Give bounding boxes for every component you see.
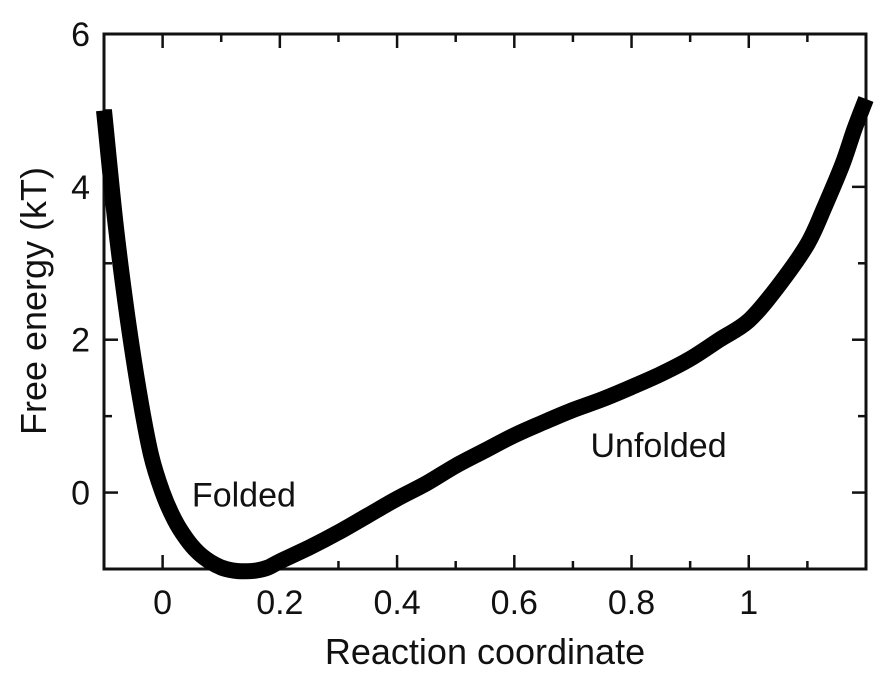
x-tick-label: 0.8: [608, 584, 655, 622]
ticks-group: [102, 32, 866, 571]
y-tick-label: 4: [71, 169, 90, 207]
x-tick-label: 0.2: [256, 584, 303, 622]
free-energy-curve: [96, 96, 874, 580]
annotation-unfolded: Unfolded: [591, 427, 727, 465]
x-tick-label: 1: [739, 584, 758, 622]
annotation-folded: Folded: [192, 477, 296, 515]
y-tick-label: 2: [71, 322, 90, 360]
y-tick-label: 6: [71, 16, 90, 54]
x-tick-label: 0: [153, 584, 172, 622]
x-axis-title: Reaction coordinate: [325, 631, 645, 672]
tick-labels-group: 0 0.2 0.4 0.6 0.8 1 0 2 4 6: [71, 16, 758, 622]
y-axis-title: Free energy (kT): [13, 167, 54, 435]
y-tick-label: 0: [71, 475, 90, 513]
x-tick-label: 0.4: [373, 584, 420, 622]
plot-frame: [102, 32, 868, 571]
x-tick-label: 0.6: [491, 584, 538, 622]
